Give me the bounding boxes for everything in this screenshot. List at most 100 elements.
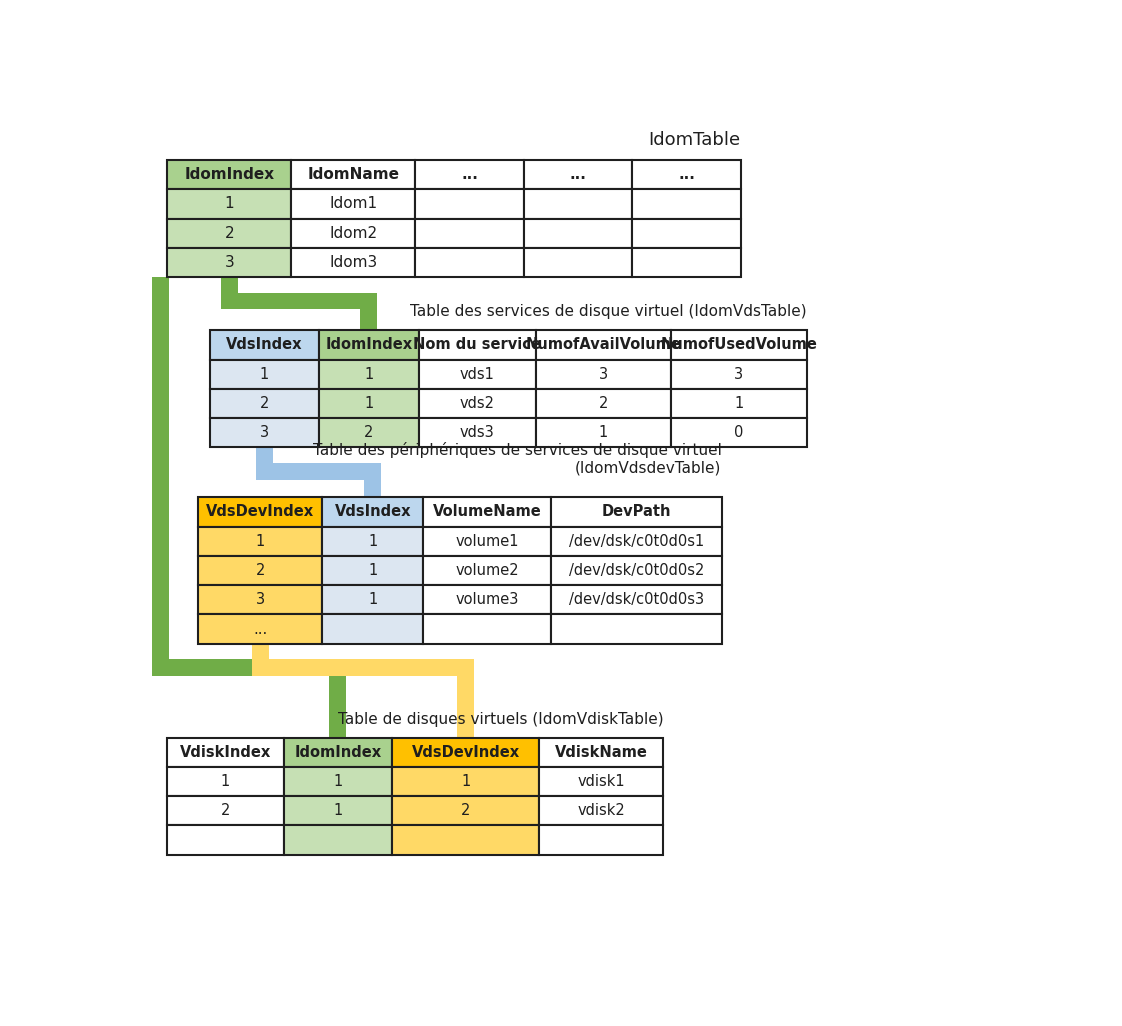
Bar	[671, 389, 807, 418]
Text: /dev/dsk/c0t0d0s3: /dev/dsk/c0t0d0s3	[569, 592, 703, 607]
Bar	[167, 219, 292, 248]
Text: vds3: vds3	[460, 425, 495, 440]
Bar	[540, 825, 663, 855]
Bar	[199, 498, 322, 526]
Bar	[671, 418, 807, 447]
Text: volume1: volume1	[456, 534, 518, 549]
Text: /dev/dsk/c0t0d0s2: /dev/dsk/c0t0d0s2	[569, 563, 703, 578]
Bar	[671, 330, 807, 359]
Text: ...: ...	[570, 167, 587, 183]
Text: ...: ...	[678, 167, 695, 183]
Bar	[251, 659, 475, 676]
Text: 3: 3	[735, 366, 744, 382]
Bar	[199, 615, 322, 643]
Bar	[415, 248, 524, 277]
Text: 1: 1	[256, 534, 265, 549]
Bar	[633, 190, 741, 219]
Bar	[420, 418, 535, 447]
Bar	[322, 498, 423, 526]
Bar	[256, 447, 273, 463]
Text: ...: ...	[461, 167, 478, 183]
Bar	[633, 160, 741, 190]
Text: 1: 1	[368, 534, 377, 549]
Bar	[551, 526, 721, 556]
Bar	[415, 190, 524, 219]
Bar	[319, 359, 420, 389]
Text: 2: 2	[365, 425, 374, 440]
Text: Nom du service: Nom du service	[413, 338, 541, 352]
Bar	[319, 389, 420, 418]
Bar	[540, 796, 663, 825]
Text: 2: 2	[461, 803, 470, 818]
Bar	[292, 219, 415, 248]
Text: Idom2: Idom2	[330, 226, 377, 241]
Text: 1: 1	[461, 774, 470, 789]
Bar	[551, 585, 721, 615]
Bar	[423, 526, 551, 556]
Text: 1: 1	[734, 396, 744, 410]
Text: 3: 3	[256, 592, 265, 607]
Bar	[524, 219, 633, 248]
Bar	[167, 796, 284, 825]
Text: IdomName: IdomName	[307, 167, 399, 183]
Bar	[256, 463, 381, 479]
Bar	[167, 825, 284, 855]
Text: 2: 2	[221, 803, 230, 818]
Bar	[423, 615, 551, 643]
Bar	[633, 219, 741, 248]
Text: 1: 1	[259, 366, 269, 382]
Bar	[540, 766, 663, 796]
Bar	[423, 498, 551, 526]
Bar	[392, 766, 540, 796]
Text: 1: 1	[224, 196, 234, 211]
Text: ...: ...	[254, 622, 267, 636]
Text: 1: 1	[365, 366, 374, 382]
Text: VdsIndex: VdsIndex	[334, 505, 411, 519]
Bar	[151, 277, 169, 659]
Bar	[199, 556, 322, 585]
Bar	[415, 160, 524, 190]
Text: IdomTable: IdomTable	[649, 131, 741, 150]
Bar	[210, 389, 319, 418]
Text: vdisk2: vdisk2	[578, 803, 625, 818]
Bar	[292, 160, 415, 190]
Text: VdsDevIndex: VdsDevIndex	[412, 745, 519, 759]
Bar	[392, 796, 540, 825]
Bar	[151, 659, 347, 676]
Bar	[524, 190, 633, 219]
Bar	[540, 738, 663, 766]
Bar	[322, 556, 423, 585]
Text: 2: 2	[224, 226, 234, 241]
Text: 3: 3	[599, 366, 608, 382]
Text: Idom1: Idom1	[330, 196, 377, 211]
Bar	[671, 359, 807, 389]
Text: 1: 1	[333, 803, 342, 818]
Bar	[167, 190, 292, 219]
Bar	[322, 526, 423, 556]
Bar	[423, 556, 551, 585]
Text: VdiskName: VdiskName	[555, 745, 647, 759]
Bar	[292, 248, 415, 277]
Text: 1: 1	[368, 563, 377, 578]
Bar	[210, 418, 319, 447]
Bar	[221, 277, 238, 292]
Bar	[199, 585, 322, 615]
Bar	[551, 498, 721, 526]
Bar	[284, 825, 392, 855]
Text: Table de disques virtuels (IdomVdiskTable): Table de disques virtuels (IdomVdiskTabl…	[338, 712, 663, 726]
Text: 2: 2	[259, 396, 269, 410]
Text: IdomIndex: IdomIndex	[325, 338, 413, 352]
Text: 1: 1	[333, 774, 342, 789]
Bar	[420, 359, 535, 389]
Text: Table des périphériques de services de disque virtuel
(IdomVdsdevTable): Table des périphériques de services de d…	[313, 442, 721, 476]
Text: volume2: volume2	[456, 563, 518, 578]
Bar	[167, 766, 284, 796]
Bar	[633, 248, 741, 277]
Text: IdomIndex: IdomIndex	[294, 745, 381, 759]
Text: DevPath: DevPath	[601, 505, 671, 519]
Bar	[524, 248, 633, 277]
Text: VdsIndex: VdsIndex	[226, 338, 303, 352]
Text: 3: 3	[224, 255, 234, 270]
Bar	[535, 418, 671, 447]
Text: 1: 1	[365, 396, 374, 410]
